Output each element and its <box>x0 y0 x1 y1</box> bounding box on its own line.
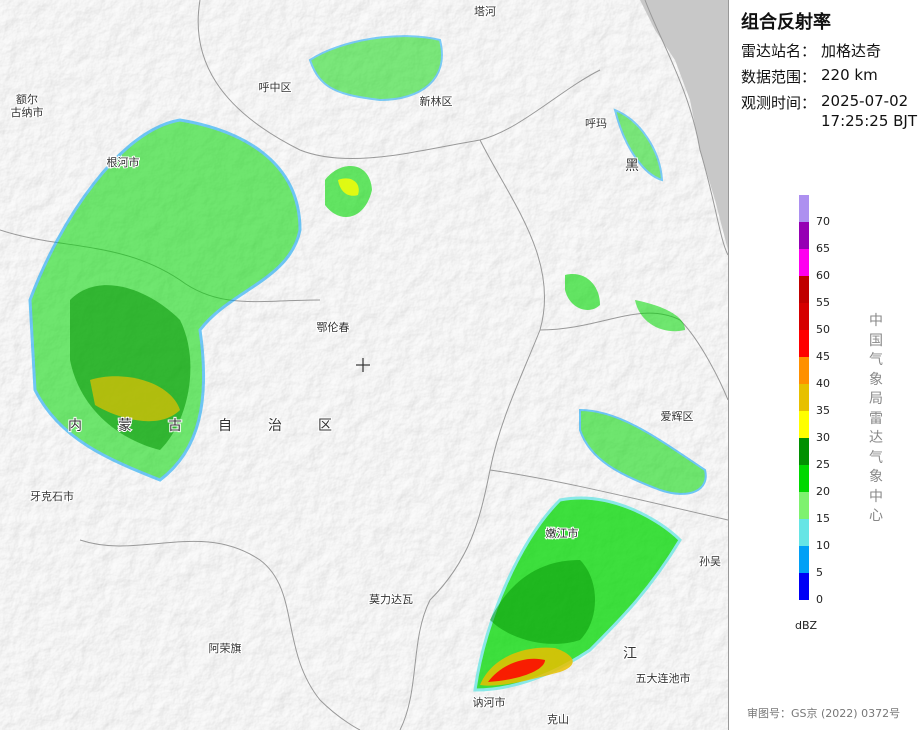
info-value: 17:25:25 BJT <box>821 112 918 130</box>
legend-swatch <box>799 222 809 249</box>
legend-label: 55 <box>816 296 830 309</box>
province-label: 黑 <box>625 158 639 174</box>
province-label: 江 <box>623 646 637 662</box>
legend-swatch <box>799 384 809 411</box>
info-label: 观测时间： <box>741 94 817 112</box>
place-label: 呼玛 <box>585 117 607 130</box>
legend-label: 20 <box>816 485 830 498</box>
place-label: 新林区 <box>420 94 453 108</box>
info-label: 数据范围： <box>741 68 817 86</box>
legend-label: 35 <box>816 404 830 417</box>
info-panel: 0 5 10 15 20 25 30 35 40 45 50 55 60 65 70 dBZ 组合反射率 雷达… <box>728 0 920 730</box>
legend-swatch <box>799 492 809 519</box>
place-label: 鄂伦春 <box>317 320 350 334</box>
place-label: 额尔 <box>16 93 38 106</box>
place-label: 古纳市 <box>11 105 44 119</box>
info-value: 220 km <box>821 66 878 84</box>
boundaries <box>0 0 728 730</box>
legend-label: 65 <box>816 242 830 255</box>
place-label: 根河市 <box>107 155 140 169</box>
place-label: 克山 <box>547 713 569 726</box>
info-row: 雷达站名： 加格达奇 <box>741 40 881 61</box>
legend-label: 5 <box>816 566 823 579</box>
place-label: 塔河 <box>474 5 496 18</box>
place-label: 牙克石市 <box>30 489 74 503</box>
legend-swatch <box>799 330 809 357</box>
place-label: 呼中区 <box>259 81 292 94</box>
legend-label: 40 <box>816 377 830 390</box>
place-label: 孙吴 <box>699 555 721 568</box>
place-label: 爱辉区 <box>661 410 694 423</box>
info-value: 加格达奇 <box>821 42 882 60</box>
legend-unit: dBZ <box>795 619 818 632</box>
legend-swatch <box>799 519 809 546</box>
legend-label: 45 <box>816 350 830 363</box>
legend-swatch <box>799 573 809 600</box>
legend-swatch <box>799 195 809 222</box>
panel-title: 组合反射率 <box>741 12 831 33</box>
legend-label: 15 <box>816 512 830 525</box>
legend-swatch <box>799 303 809 330</box>
legend-label: 25 <box>816 458 830 471</box>
radar-site <box>356 358 370 372</box>
legend-label: 10 <box>816 539 830 552</box>
legend-swatch <box>799 357 809 384</box>
legend-label: 0 <box>816 593 823 606</box>
legend-swatch <box>799 276 809 303</box>
map-labels: 塔河 额尔 古纳市 呼中区 新林区 呼玛 根河市 黑 鄂伦春 内蒙古自治区 爱辉… <box>10 4 723 727</box>
legend-swatch <box>799 465 809 492</box>
legend-swatch <box>799 411 809 438</box>
legend-label: 50 <box>816 323 830 336</box>
legend-label: 60 <box>816 269 830 282</box>
legend-label: 30 <box>816 431 830 444</box>
approval-number: 审图号：GS京 (2022) 0372号 <box>747 707 901 720</box>
place-label: 嫩江市 <box>546 526 579 540</box>
info-row: 数据范围： 220 km <box>741 66 878 87</box>
place-label: 五大连池市 <box>636 671 691 685</box>
map: 塔河 额尔 古纳市 呼中区 新林区 呼玛 根河市 黑 鄂伦春 内蒙古自治区 爱辉… <box>0 0 728 730</box>
info-value: 2025-07-02 <box>821 92 909 110</box>
border-region <box>640 0 728 250</box>
legend-swatch <box>799 438 809 465</box>
legend-label: 70 <box>816 215 830 228</box>
legend-swatch <box>799 546 809 573</box>
info-row: 观测时间： 2025-07-02 17:25:25 BJT <box>741 92 917 130</box>
info-label: 雷达站名： <box>741 42 817 60</box>
credit: 中国气象局雷达气象中心 <box>869 313 883 524</box>
place-label: 莫力达瓦 <box>369 593 413 606</box>
radar-echoes <box>28 35 707 692</box>
place-label: 阿荣旗 <box>209 641 242 655</box>
legend-swatch <box>799 249 809 276</box>
legend: 0 5 10 15 20 25 30 35 40 45 50 55 60 65 70 dBZ <box>795 195 830 632</box>
province-label: 内蒙古自治区 <box>68 418 368 434</box>
place-label: 讷河市 <box>473 695 506 709</box>
